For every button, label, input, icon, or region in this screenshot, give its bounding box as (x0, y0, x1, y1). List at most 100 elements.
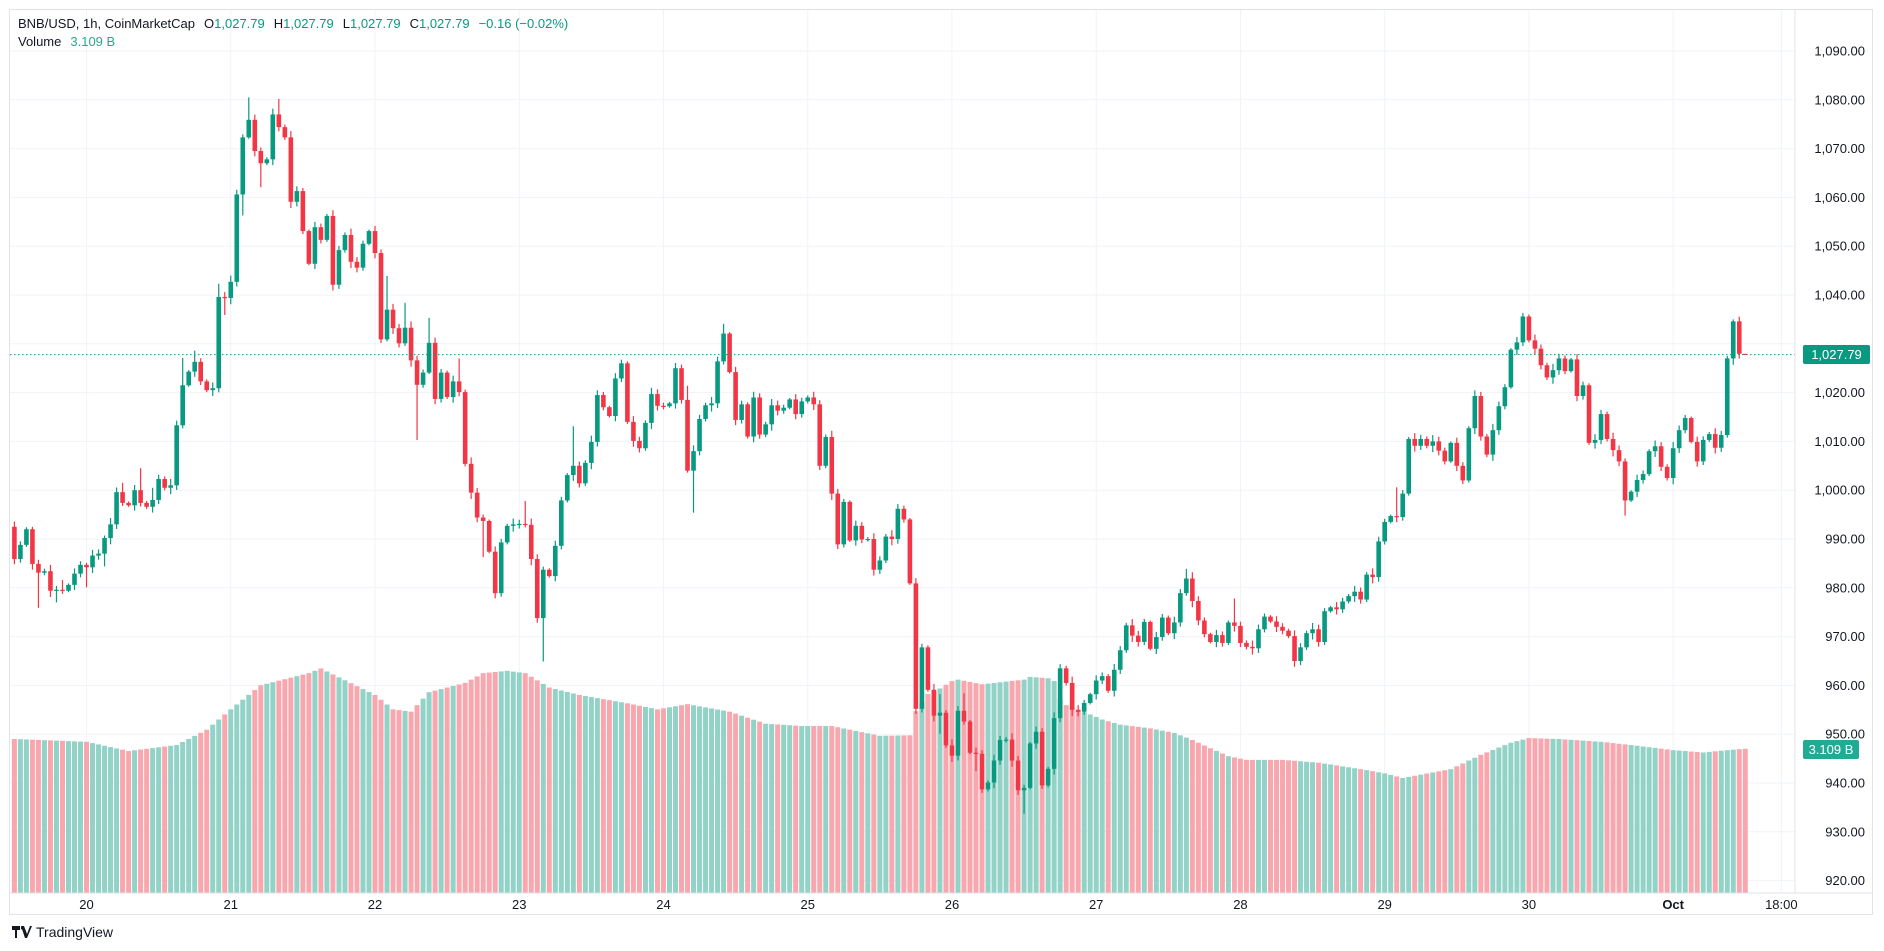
candle[interactable] (1166, 615, 1171, 636)
candle[interactable] (721, 323, 726, 365)
candle[interactable] (877, 556, 883, 574)
candle[interactable] (745, 402, 750, 439)
candle[interactable] (1039, 728, 1045, 790)
candle[interactable] (961, 693, 967, 725)
candle[interactable] (1688, 416, 1694, 444)
candle[interactable] (1706, 432, 1712, 442)
candle[interactable] (1087, 692, 1093, 705)
candle[interactable] (631, 416, 636, 447)
candle[interactable] (348, 228, 354, 269)
candle[interactable] (228, 275, 234, 305)
candle[interactable] (1057, 664, 1063, 723)
candle[interactable] (462, 389, 468, 467)
candle[interactable] (1184, 568, 1189, 596)
candle[interactable] (144, 500, 149, 509)
candle[interactable] (366, 229, 372, 246)
candle[interactable] (222, 292, 228, 316)
candle[interactable] (1538, 344, 1544, 370)
candle[interactable] (1436, 436, 1442, 456)
candle[interactable] (667, 401, 672, 408)
candle[interactable] (1460, 462, 1466, 485)
candle[interactable] (1051, 712, 1057, 775)
candle[interactable] (1484, 433, 1490, 458)
candle[interactable] (1147, 620, 1153, 651)
candle[interactable] (709, 397, 714, 412)
candle[interactable] (739, 400, 744, 424)
candle[interactable] (1646, 449, 1652, 477)
candle[interactable] (1009, 733, 1015, 767)
candle[interactable] (883, 534, 889, 564)
candle[interactable] (1334, 602, 1339, 615)
candle[interactable] (204, 379, 210, 393)
candle[interactable] (1021, 784, 1027, 814)
candle[interactable] (1328, 605, 1333, 613)
candle[interactable] (1160, 613, 1165, 641)
candle[interactable] (12, 521, 17, 565)
candle[interactable] (1316, 624, 1321, 647)
candle[interactable] (1736, 316, 1742, 359)
candle[interactable] (330, 210, 336, 291)
candle[interactable] (540, 566, 546, 662)
candle[interactable] (1412, 433, 1418, 452)
candle[interactable] (522, 500, 528, 528)
candle[interactable] (96, 549, 101, 560)
candle[interactable] (823, 434, 829, 469)
candle[interactable] (1520, 312, 1526, 346)
candle[interactable] (48, 564, 53, 598)
candle[interactable] (1664, 464, 1670, 481)
candle[interactable] (1129, 619, 1135, 642)
candle[interactable] (559, 496, 564, 550)
candle[interactable] (1502, 384, 1508, 410)
candle[interactable] (1268, 615, 1273, 623)
candle[interactable] (1172, 616, 1177, 639)
candle[interactable] (276, 98, 282, 132)
candle[interactable] (1514, 337, 1520, 355)
candle[interactable] (757, 393, 762, 439)
candle[interactable] (336, 245, 342, 289)
candle[interactable] (114, 487, 119, 530)
candle[interactable] (679, 364, 684, 404)
candle[interactable] (294, 186, 300, 207)
candle[interactable] (1220, 631, 1225, 647)
candle[interactable] (1250, 640, 1255, 655)
candle[interactable] (372, 225, 378, 259)
candle[interactable] (1496, 401, 1502, 435)
candle[interactable] (534, 554, 540, 623)
candle[interactable] (474, 487, 480, 523)
candle[interactable] (835, 488, 841, 550)
candle[interactable] (565, 473, 570, 503)
candle[interactable] (925, 645, 931, 692)
candle[interactable] (637, 436, 642, 453)
candle[interactable] (504, 523, 510, 545)
candle[interactable] (1027, 742, 1033, 790)
price-axis[interactable]: 1,090.00 1,080.00 1,070.00 1,060.00 1,050.00… (1814, 44, 1865, 889)
candle[interactable] (553, 540, 558, 582)
candle[interactable] (1214, 629, 1219, 648)
candle[interactable] (90, 549, 95, 574)
candle[interactable] (799, 397, 805, 418)
candle[interactable] (432, 337, 438, 405)
candle[interactable] (817, 400, 823, 470)
candle[interactable] (156, 474, 161, 505)
candle[interactable] (1478, 391, 1484, 441)
candle[interactable] (396, 324, 402, 348)
candle[interactable] (1280, 623, 1285, 635)
candle[interactable] (1352, 585, 1357, 602)
candle[interactable] (1178, 589, 1183, 627)
candle[interactable] (685, 385, 690, 473)
candle[interactable] (805, 395, 811, 404)
candle[interactable] (1298, 643, 1303, 666)
candle[interactable] (1376, 536, 1381, 582)
candle[interactable] (889, 530, 895, 546)
candle[interactable] (727, 332, 732, 374)
candle[interactable] (318, 223, 324, 244)
candle[interactable] (1394, 487, 1399, 523)
candle[interactable] (1099, 672, 1105, 685)
candle[interactable] (198, 358, 204, 385)
candle[interactable] (24, 527, 29, 547)
candle[interactable] (1123, 622, 1129, 653)
candle[interactable] (252, 114, 258, 157)
candle[interactable] (360, 240, 366, 271)
candle[interactable] (1310, 622, 1315, 640)
candle[interactable] (949, 739, 955, 762)
